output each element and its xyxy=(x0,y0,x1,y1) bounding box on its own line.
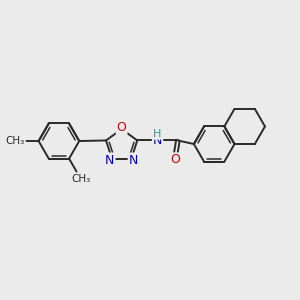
Text: N: N xyxy=(129,154,138,166)
Text: CH₃: CH₃ xyxy=(71,174,90,184)
Text: H: H xyxy=(153,129,162,139)
Text: N: N xyxy=(153,134,162,147)
Text: N: N xyxy=(105,154,115,166)
Text: O: O xyxy=(117,121,127,134)
Text: O: O xyxy=(170,153,180,167)
Text: CH₃: CH₃ xyxy=(6,136,25,146)
